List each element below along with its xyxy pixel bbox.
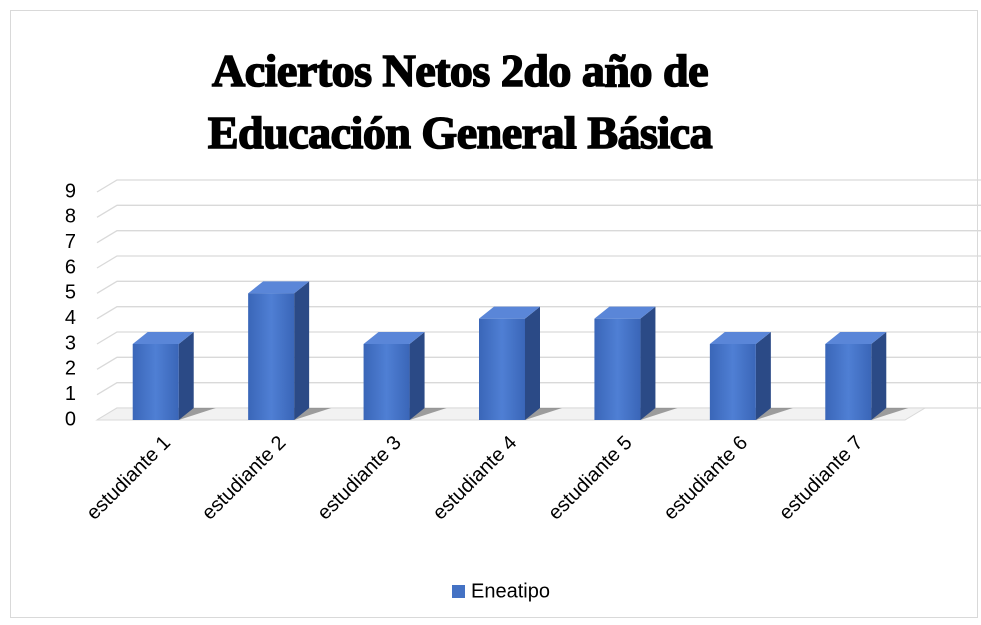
bar-top <box>132 332 194 344</box>
grid-line <box>96 204 981 218</box>
x-tick-label: estudiante 3 <box>313 432 406 525</box>
y-tick-label: 3 <box>65 332 76 354</box>
y-tick-label: 0 <box>65 408 76 430</box>
bar-side <box>640 306 656 420</box>
grid-line <box>96 255 981 269</box>
bar-side <box>525 306 540 420</box>
bar-top <box>363 332 425 344</box>
bar <box>132 344 179 420</box>
bar-top <box>479 306 540 319</box>
bar-top <box>248 281 310 294</box>
chart-title: Aciertos Netos 2do año de Educación Gene… <box>207 44 713 159</box>
y-tick-label: 7 <box>65 231 76 253</box>
bar <box>709 344 756 420</box>
grid-line <box>96 331 981 345</box>
y-tick-label: 1 <box>65 383 76 405</box>
y-tick-label: 6 <box>65 256 76 278</box>
legend-swatch <box>452 585 465 598</box>
bar-side <box>871 332 887 420</box>
grid-line <box>96 179 981 193</box>
x-tick-label: estudiante 1 <box>82 432 175 525</box>
legend-label: Eneatipo <box>471 580 550 602</box>
grid-line <box>96 306 981 320</box>
bar-side <box>294 281 310 420</box>
grid-line <box>96 356 981 370</box>
bar-side <box>409 332 425 420</box>
bar <box>248 293 295 420</box>
grid-line <box>96 230 981 244</box>
bar <box>479 318 525 420</box>
x-tick-label: estudiante 2 <box>198 432 291 525</box>
bar-side <box>178 332 194 420</box>
bar-top <box>709 332 771 344</box>
y-tick-label: 9 <box>65 180 76 202</box>
bar-top <box>594 306 656 319</box>
grid-line <box>96 280 981 294</box>
bar <box>363 344 410 420</box>
x-tick-label: estudiante 4 <box>429 432 522 525</box>
bar <box>825 344 872 420</box>
y-tick-label: 8 <box>65 206 76 228</box>
y-tick-label: 2 <box>65 358 76 380</box>
x-tick-label: estudiante 6 <box>660 432 753 525</box>
y-tick-label: 5 <box>65 282 76 304</box>
bar-top <box>825 332 887 344</box>
grid-line <box>96 382 981 396</box>
bar <box>594 318 641 420</box>
chart-frame <box>10 10 978 618</box>
x-tick-label: estudiante 5 <box>544 432 637 525</box>
bar-side <box>755 332 771 420</box>
x-tick-label: estudiante 7 <box>775 432 868 525</box>
y-tick-label: 4 <box>65 307 76 329</box>
